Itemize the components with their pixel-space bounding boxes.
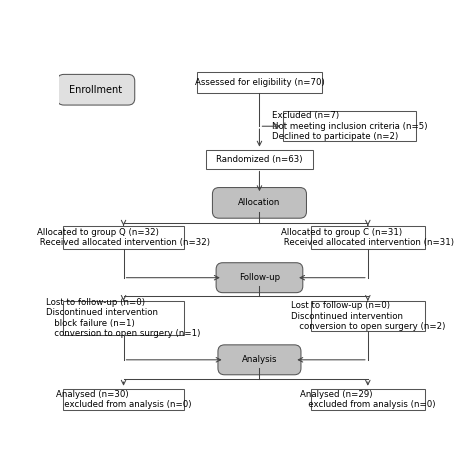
Text: Excluded (n=7)
Not meeting inclusion criteria (n=5)
Declined to participate (n=2: Excluded (n=7) Not meeting inclusion cri… [272, 111, 427, 141]
FancyBboxPatch shape [311, 389, 425, 410]
FancyBboxPatch shape [216, 263, 303, 292]
FancyBboxPatch shape [283, 111, 416, 141]
Text: Allocated to group Q (n=32)
 Received allocated intervention (n=32): Allocated to group Q (n=32) Received all… [37, 228, 210, 247]
Text: Lost to follow-up (n=0)
Discontinued intervention
   block failure (n=1)
   conv: Lost to follow-up (n=0) Discontinued int… [46, 298, 201, 338]
FancyBboxPatch shape [311, 301, 425, 331]
Text: Analysis: Analysis [242, 356, 277, 365]
FancyBboxPatch shape [197, 72, 322, 93]
FancyBboxPatch shape [218, 345, 301, 375]
FancyBboxPatch shape [63, 389, 184, 410]
FancyBboxPatch shape [63, 301, 184, 335]
Text: Allocated to group C (n=31)
 Received allocated intervention (n=31): Allocated to group C (n=31) Received all… [282, 228, 454, 247]
Text: Follow-up: Follow-up [239, 273, 280, 282]
FancyBboxPatch shape [212, 188, 307, 218]
FancyBboxPatch shape [57, 74, 135, 105]
FancyBboxPatch shape [206, 150, 313, 169]
Text: Lost to follow-up (n=0)
Discontinued intervention
   conversion to open surgery : Lost to follow-up (n=0) Discontinued int… [291, 301, 445, 331]
Text: Assessed for eligibility (n=70): Assessed for eligibility (n=70) [195, 78, 324, 87]
FancyBboxPatch shape [311, 226, 425, 249]
Text: Analysed (n=29)
   excluded from analysis (n=0): Analysed (n=29) excluded from analysis (… [300, 390, 436, 409]
Text: Randomized (n=63): Randomized (n=63) [216, 155, 303, 164]
Text: Allocation: Allocation [238, 199, 281, 207]
FancyBboxPatch shape [63, 226, 184, 249]
Text: Analysed (n=30)
   excluded from analysis (n=0): Analysed (n=30) excluded from analysis (… [56, 390, 191, 409]
Text: Enrollment: Enrollment [69, 85, 123, 95]
